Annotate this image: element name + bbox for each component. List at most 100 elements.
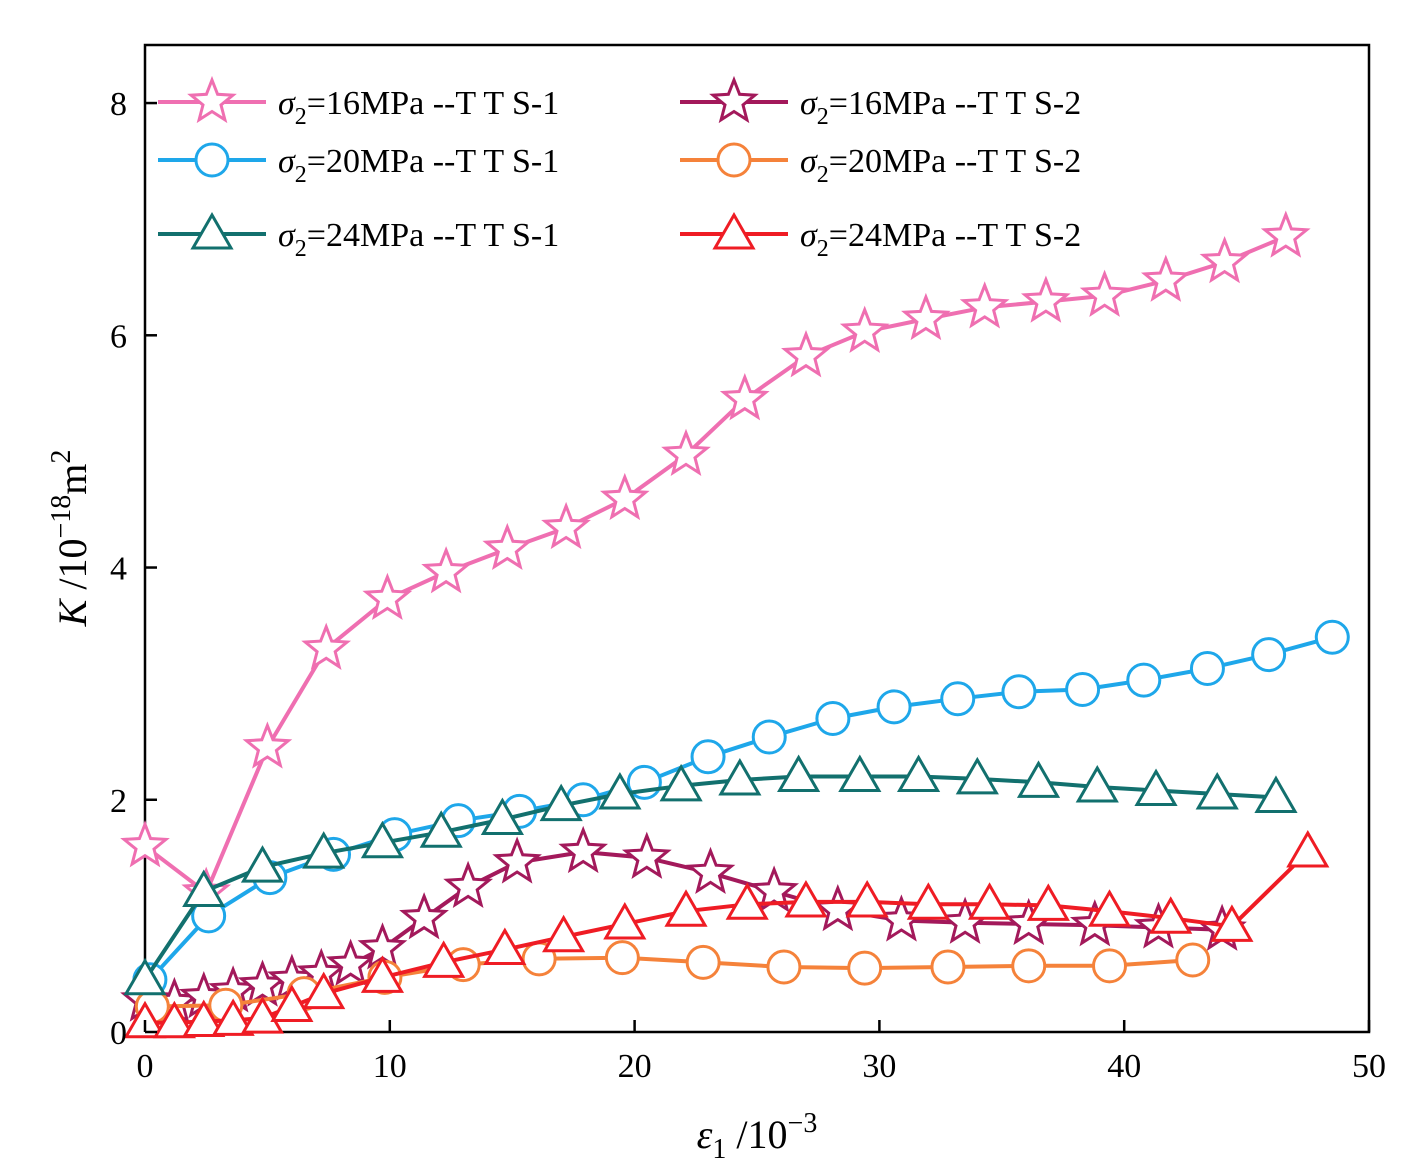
- data-point-star: [1079, 269, 1130, 317]
- data-point-triangle: [182, 999, 226, 1038]
- data-point-triangle: [603, 902, 647, 940]
- legend-label: σ2=20MPa --T T S-1: [278, 143, 559, 188]
- data-point-triangle: [539, 783, 583, 822]
- data-point-star: [1140, 254, 1191, 302]
- x-tick-label: 0: [137, 1048, 154, 1085]
- legend-item-3: σ2=20MPa --T T S-1: [158, 142, 559, 188]
- data-point-circle: [1092, 948, 1128, 984]
- data-point-star: [325, 938, 376, 986]
- data-point-triangle: [664, 889, 708, 927]
- ticks-layer: 0 10 20 30 40 50 0 2 4 6 8: [110, 86, 1386, 1085]
- data-point-star: [443, 860, 494, 909]
- y-tick-label: 0: [110, 1015, 127, 1052]
- data-point-triangle: [777, 754, 821, 793]
- legend-marker-triangle: [190, 211, 234, 250]
- data-point-triangle: [123, 957, 167, 996]
- data-point-triangle: [896, 754, 941, 793]
- data-point-triangle: [718, 758, 762, 796]
- data-point-star: [661, 428, 711, 477]
- legend-item-6: σ2=24MPa --T T S-2: [680, 211, 1081, 262]
- data-point-triangle: [480, 797, 525, 836]
- legend-label: σ2=24MPa --T T S-1: [278, 217, 559, 262]
- data-point-circle: [1065, 671, 1101, 707]
- data-point-circle: [1126, 662, 1162, 698]
- data-point-circle: [690, 739, 726, 775]
- data-point-circle: [930, 949, 966, 985]
- series-5: [123, 754, 1298, 996]
- data-point-triangle: [967, 882, 1012, 920]
- legend-marker-circle: [716, 142, 752, 178]
- data-point-circle: [685, 944, 721, 980]
- x-tick-label: 20: [618, 1048, 652, 1085]
- data-point-star: [749, 865, 800, 913]
- data-point-circle: [815, 700, 851, 736]
- data-point-star: [482, 522, 533, 571]
- legend-item-5: σ2=24MPa --T T S-1: [158, 211, 559, 262]
- series-4: [134, 940, 1211, 1024]
- series-1: [120, 210, 1311, 914]
- data-point-triangle: [906, 882, 950, 920]
- data-point-triangle: [1026, 883, 1070, 921]
- data-point-star: [362, 572, 413, 621]
- y-tick-label: 4: [110, 551, 127, 588]
- legend-label: σ2=16MPa --T T S-2: [800, 85, 1081, 130]
- legend-item-2: σ2=16MPa --T T S-2: [680, 75, 1081, 130]
- data-point-triangle: [1210, 904, 1254, 942]
- data-point-star: [492, 836, 542, 884]
- data-point-circle: [604, 940, 640, 976]
- y-tick-label: 6: [110, 318, 127, 355]
- data-point-star: [685, 846, 736, 895]
- data-point-triangle: [955, 756, 999, 795]
- y-tick-label: 2: [110, 783, 127, 820]
- data-point-triangle: [360, 955, 405, 993]
- legend-item-1: σ2=16MPa --T T S-1: [158, 75, 559, 130]
- data-point-triangle: [483, 927, 527, 966]
- data-point-star: [599, 472, 650, 521]
- series-6: [123, 830, 1330, 1039]
- data-point-circle: [1001, 674, 1037, 710]
- data-point-circle: [751, 719, 787, 755]
- data-point-triangle: [845, 879, 889, 918]
- x-tick-label: 50: [1352, 1048, 1386, 1085]
- data-point-star: [781, 330, 831, 378]
- data-point-triangle: [211, 998, 255, 1036]
- data-point-triangle: [240, 996, 285, 1034]
- y-axis-title: K /10−18m2: [46, 450, 95, 628]
- data-point-triangle: [270, 984, 314, 1022]
- data-point-triangle: [784, 879, 828, 918]
- legend-item-4: σ2=20MPa --T T S-2: [680, 142, 1081, 188]
- data-point-star: [399, 892, 449, 940]
- data-point-star: [1260, 210, 1311, 258]
- data-point-triangle: [659, 763, 703, 802]
- data-point-star: [839, 305, 890, 353]
- data-point-triangle: [1134, 768, 1178, 806]
- x-axis-title: ε1 /10−3: [697, 1108, 818, 1165]
- x-tick-label: 40: [1107, 1048, 1141, 1085]
- data-point-star: [1199, 235, 1250, 284]
- legend-marker-star: [709, 75, 759, 124]
- series-layer: [120, 210, 1350, 1039]
- data-point-triangle: [1195, 771, 1239, 810]
- data-point-triangle: [838, 754, 882, 793]
- data-point-star: [1020, 275, 1071, 323]
- data-point-star: [541, 501, 591, 550]
- data-point-triangle: [1254, 775, 1298, 813]
- data-point-circle: [1011, 948, 1047, 984]
- data-point-star: [621, 831, 672, 879]
- legend-label: σ2=24MPa --T T S-2: [800, 217, 1081, 262]
- data-point-triangle: [1075, 764, 1119, 803]
- series-line: [143, 234, 1287, 895]
- data-point-triangle: [419, 810, 463, 848]
- data-point-circle: [766, 949, 802, 985]
- data-point-circle: [1314, 619, 1350, 655]
- data-point-circle: [1189, 651, 1225, 687]
- data-point-star: [901, 292, 951, 341]
- data-point-triangle: [1087, 889, 1132, 927]
- data-point-triangle: [725, 882, 769, 920]
- data-point-triangle: [542, 914, 586, 953]
- data-point-star: [959, 281, 1010, 329]
- x-tick-label: 10: [373, 1048, 407, 1085]
- data-point-triangle: [1149, 896, 1193, 934]
- data-point-star: [719, 373, 770, 421]
- data-point-circle: [1175, 942, 1211, 978]
